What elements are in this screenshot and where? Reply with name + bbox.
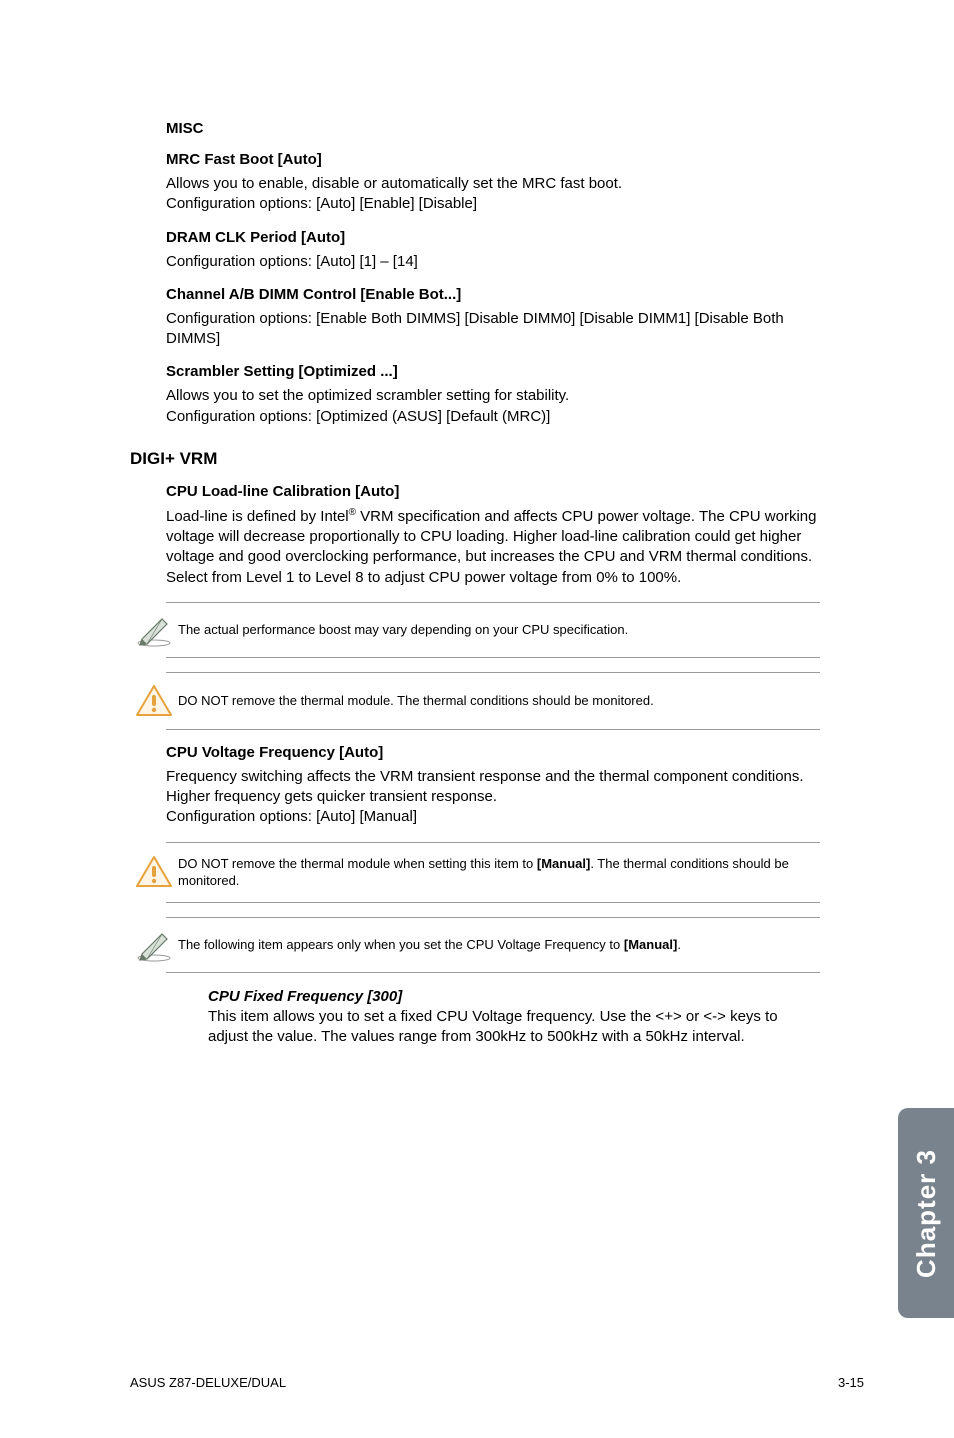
channel-body: Configuration options: [Enable Both DIMM… <box>166 309 820 350</box>
dram-title: DRAM CLK Period [Auto] <box>166 229 820 246</box>
mrc-body: Allows you to enable, disable or automat… <box>166 174 820 215</box>
scrambler-body: Allows you to set the optimized scramble… <box>166 386 820 427</box>
pencil-icon <box>130 613 178 647</box>
loadline-l2: Select from Level 1 to Level 8 to adjust… <box>166 569 681 586</box>
mrc-line2: Configuration options: [Auto] [Enable] [… <box>166 195 477 212</box>
warning-icon <box>130 854 178 890</box>
note4-bold: [Manual] <box>624 937 677 952</box>
digi-heading: DIGI+ VRM <box>130 449 820 469</box>
note3-rule-wrapper <box>166 842 820 843</box>
note1-rule-wrapper <box>166 602 820 603</box>
digi-section: CPU Load-line Calibration [Auto] Load-li… <box>166 483 820 588</box>
channel-title: Channel A/B DIMM Control [Enable Bot...] <box>166 286 820 303</box>
note2-text: DO NOT remove the thermal module. The th… <box>178 690 820 712</box>
content-column: MISC MRC Fast Boot [Auto] Allows you to … <box>130 120 820 1047</box>
footer-right: 3-15 <box>838 1375 864 1390</box>
cpu-fixed-section: CPU Fixed Frequency [300] This item allo… <box>208 987 820 1048</box>
scrambler-line1: Allows you to set the optimized scramble… <box>166 387 569 404</box>
note4-text: The following item appears only when you… <box>178 934 820 956</box>
note1-text: The actual performance boost may vary de… <box>178 619 820 641</box>
mrc-title: MRC Fast Boot [Auto] <box>166 151 820 168</box>
cpu-fixed-block: CPU Fixed Frequency [300] This item allo… <box>208 987 820 1048</box>
cpu-fixed-title: CPU Fixed Frequency [300] <box>208 988 402 1005</box>
chapter-tab-label: Chapter 3 <box>911 1149 942 1278</box>
mrc-line1: Allows you to enable, disable or automat… <box>166 175 622 192</box>
footer-left: ASUS Z87-DELUXE/DUAL <box>130 1375 286 1390</box>
misc-section: MISC MRC Fast Boot [Auto] Allows you to … <box>166 120 820 427</box>
dram-body: Configuration options: [Auto] [1] – [14] <box>166 252 820 272</box>
misc-heading: MISC <box>166 120 820 137</box>
voltfreq-body: Frequency switching affects the VRM tran… <box>166 767 820 828</box>
note1-rule-bottom <box>166 657 820 658</box>
voltfreq-l2: Configuration options: [Auto] [Manual] <box>166 808 417 825</box>
voltfreq-section: CPU Voltage Frequency [Auto] Frequency s… <box>166 744 820 828</box>
scrambler-title: Scrambler Setting [Optimized ...] <box>166 363 820 380</box>
warning-icon <box>130 683 178 719</box>
note4-rule-wrapper <box>166 917 820 918</box>
note1: The actual performance boost may vary de… <box>130 613 820 647</box>
voltfreq-l1: Frequency switching affects the VRM tran… <box>166 768 804 805</box>
note3: DO NOT remove the thermal module when se… <box>130 853 820 892</box>
pencil-icon <box>130 928 178 962</box>
note4-b: . <box>677 937 681 952</box>
note3-rule-bottom <box>166 902 820 903</box>
cpu-fixed-body: This item allows you to set a fixed CPU … <box>208 1008 778 1045</box>
note3-a: DO NOT remove the thermal module when se… <box>178 856 537 871</box>
note2-rule-wrapper <box>166 672 820 673</box>
scrambler-line2: Configuration options: [Optimized (ASUS]… <box>166 408 550 425</box>
loadline-l1a: Load-line is defined by Intel <box>166 508 349 525</box>
loadline-sup: ® <box>349 507 356 518</box>
voltfreq-title: CPU Voltage Frequency [Auto] <box>166 744 820 761</box>
page: MISC MRC Fast Boot [Auto] Allows you to … <box>0 0 954 1438</box>
note4: The following item appears only when you… <box>130 928 820 962</box>
chapter-tab: Chapter 3 <box>898 1108 954 1318</box>
note3-bold: [Manual] <box>537 856 590 871</box>
loadline-body: Load-line is defined by Intel® VRM speci… <box>166 506 820 588</box>
loadline-title: CPU Load-line Calibration [Auto] <box>166 483 820 500</box>
note3-text: DO NOT remove the thermal module when se… <box>178 853 820 892</box>
note2: DO NOT remove the thermal module. The th… <box>130 683 820 719</box>
note4-rule-bottom <box>166 972 820 973</box>
note4-a: The following item appears only when you… <box>178 937 624 952</box>
page-footer: ASUS Z87-DELUXE/DUAL 3-15 <box>130 1375 864 1390</box>
note2-rule-bottom <box>166 729 820 730</box>
